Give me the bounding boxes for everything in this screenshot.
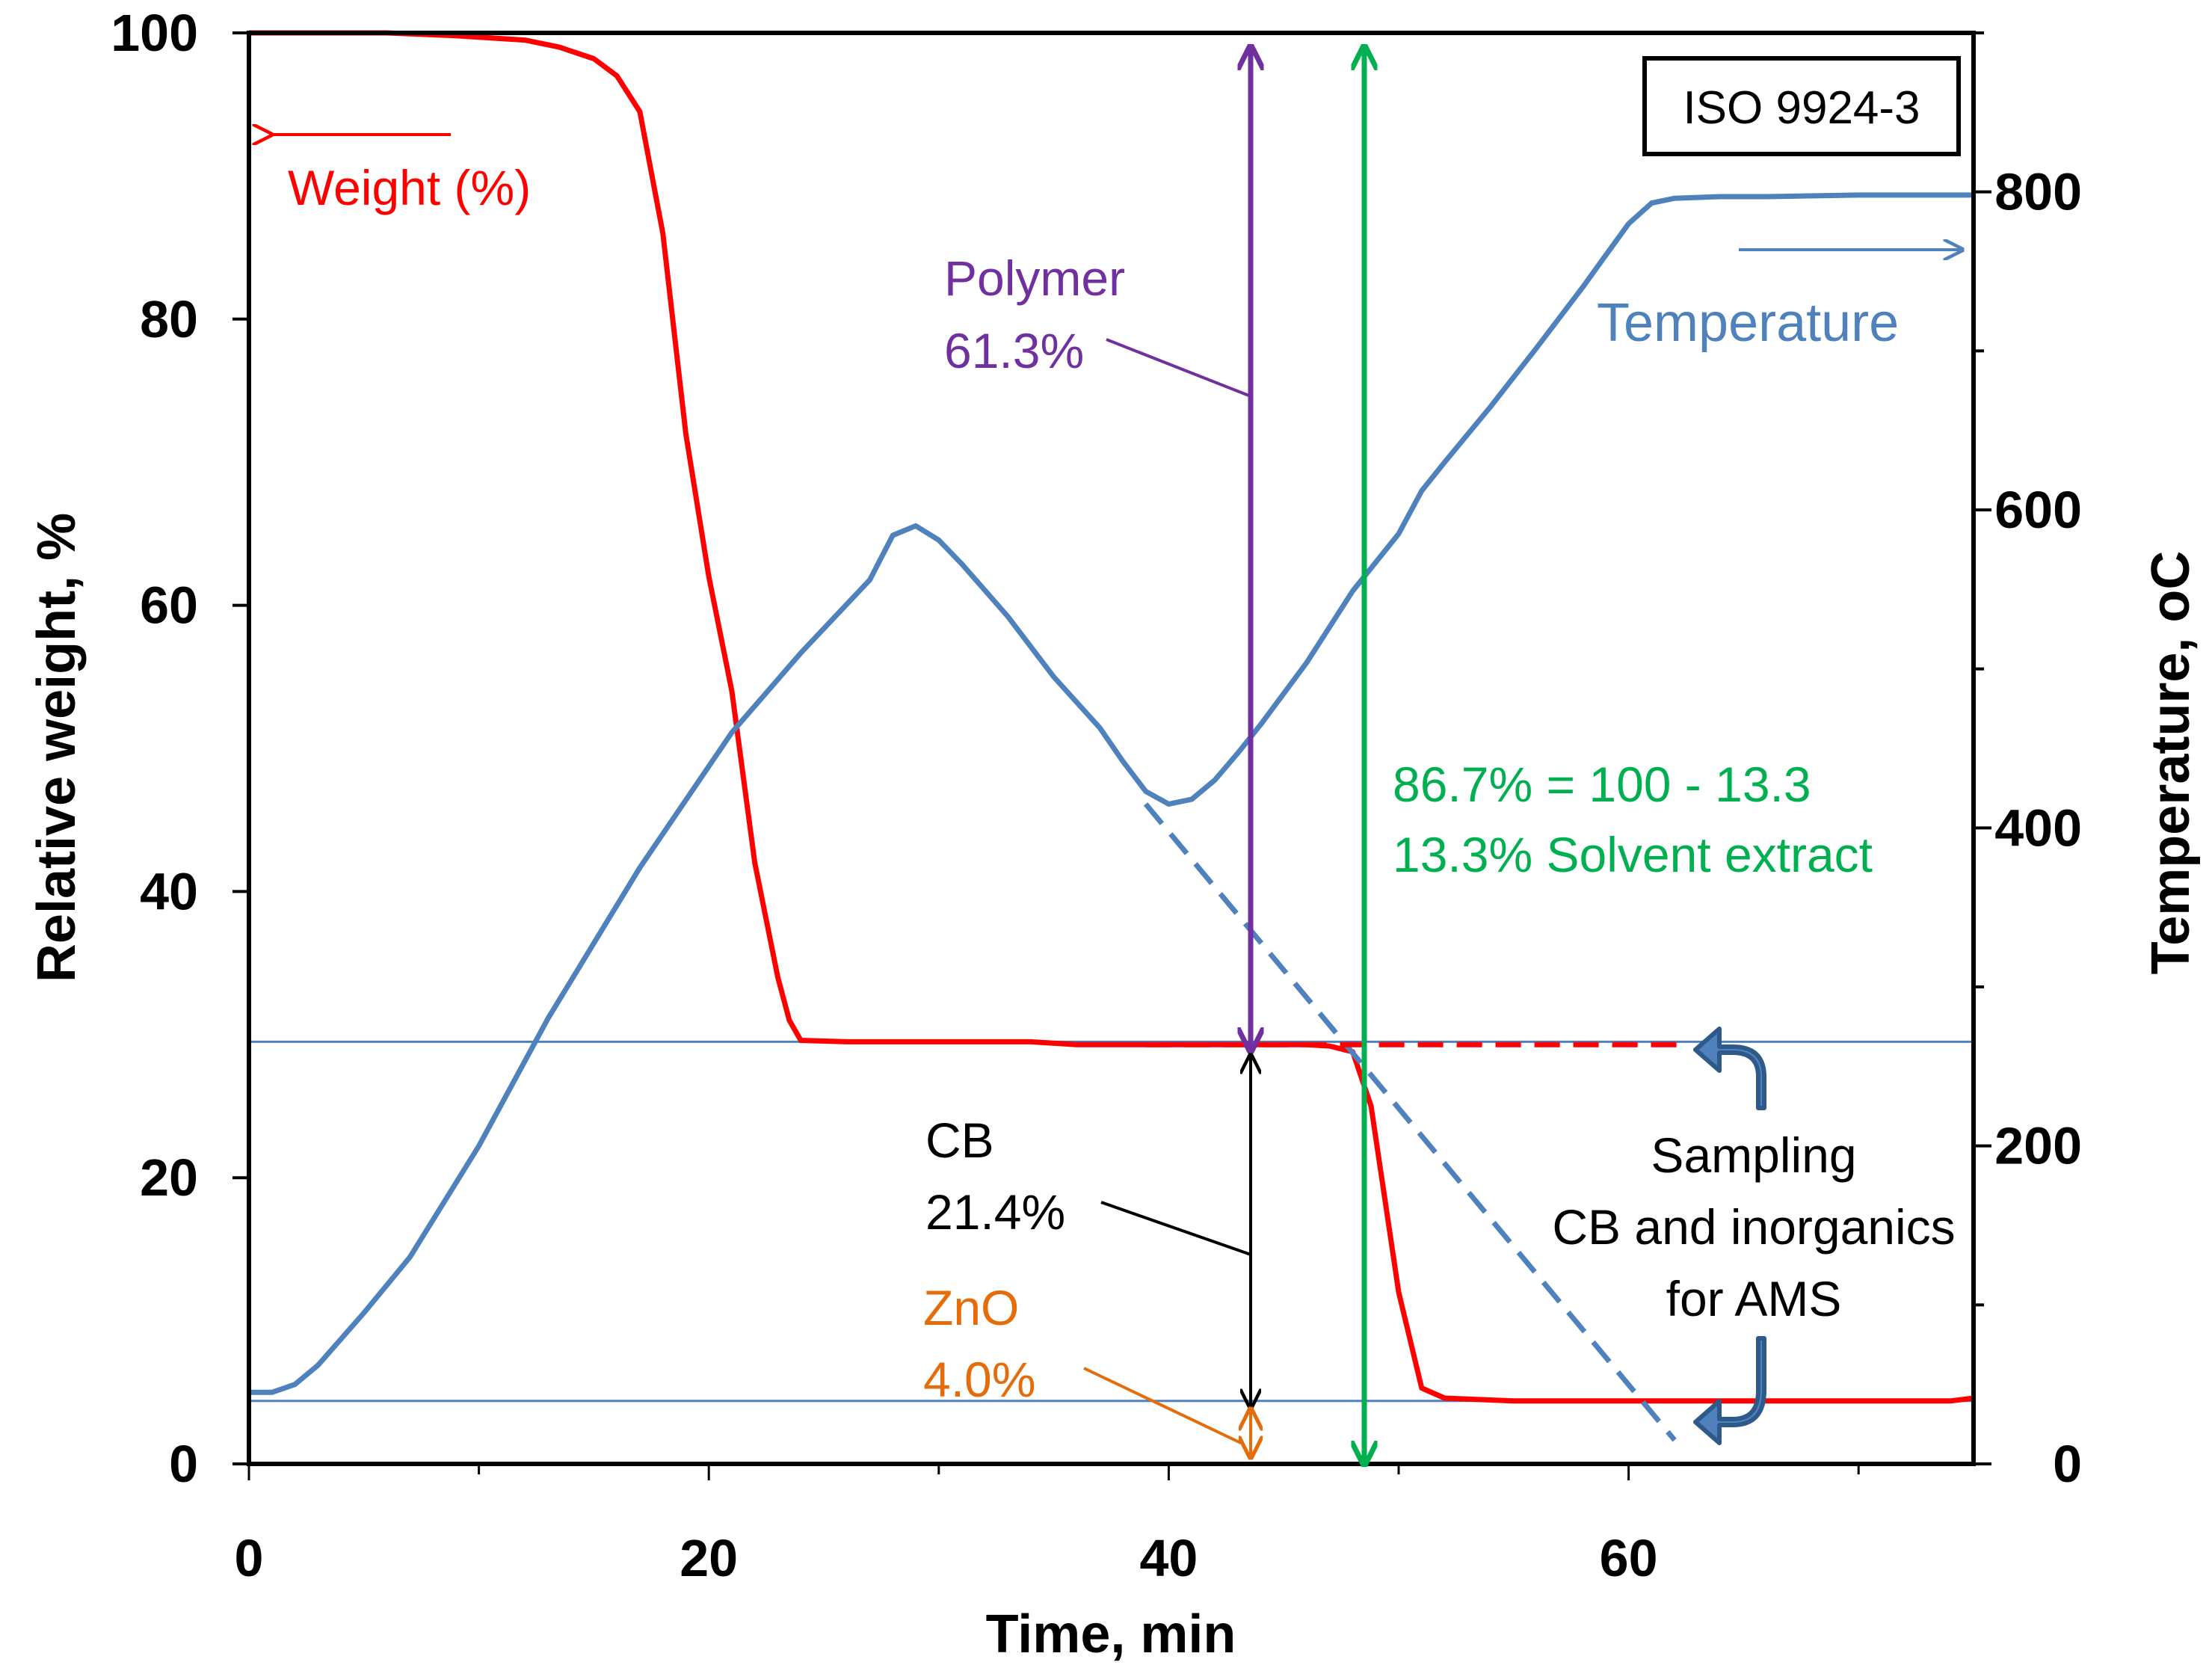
y-right-axis-ticks: 0 200 400 600 800 xyxy=(1974,31,2082,1493)
cb-leader xyxy=(1100,1201,1251,1256)
temperature-legend-label: Temperature xyxy=(1597,293,1899,353)
iso-box-frame xyxy=(1642,56,1961,156)
series-line-weight xyxy=(249,30,1974,1404)
series-line-temperature xyxy=(249,192,1974,1395)
y-left-tick-label: 20 xyxy=(140,1148,198,1207)
solvent-line2: 13.3% Solvent extract xyxy=(1393,827,1873,882)
y-left-axis-title: Relative weight, % xyxy=(27,513,87,982)
x-tick-label: 60 xyxy=(1600,1529,1658,1587)
x-tick-label: 40 xyxy=(1139,1529,1198,1587)
sampling-line2: CB and inorganics xyxy=(1552,1199,1955,1255)
x-tick-label: 20 xyxy=(680,1529,738,1587)
temperature-legend: Temperature xyxy=(1597,250,1960,353)
x-axis-ticks: 0 20 40 60 xyxy=(235,1464,1860,1587)
y-left-tick-label: 60 xyxy=(140,576,198,635)
y-right-tick-label: 200 xyxy=(1994,1117,2082,1175)
cb-name: CB xyxy=(925,1113,994,1168)
polymer-annotation: Polymer 61.3% xyxy=(944,49,1251,1048)
sampling-annotation: Sampling CB and inorganics for AMS xyxy=(1552,1027,1956,1445)
x-tick-label: 0 xyxy=(235,1529,264,1587)
sampling-line1: Sampling xyxy=(1651,1127,1856,1183)
solvent-annotation: 86.7% = 100 - 13.3 13.3% Solvent extract xyxy=(1364,49,1873,1462)
cb-value: 21.4% xyxy=(925,1184,1065,1240)
solvent-line1: 86.7% = 100 - 13.3 xyxy=(1393,757,1811,812)
cb-annotation: CB 21.4% xyxy=(925,1057,1251,1406)
y-right-tick-label: 800 xyxy=(1994,163,2082,221)
iso-label: ISO 9924-3 xyxy=(1683,82,1920,134)
polymer-value: 61.3% xyxy=(944,323,1084,378)
polymer-name: Polymer xyxy=(944,250,1125,306)
y-left-tick-label: 80 xyxy=(140,290,198,348)
y-right-tick-label: 600 xyxy=(1994,481,2082,539)
y-right-tick-label: 400 xyxy=(1994,798,2082,857)
x-axis-title: Time, min xyxy=(986,1604,1236,1664)
sampling-arrow-upper xyxy=(1693,1027,1766,1110)
weight-legend: Weight (%) xyxy=(269,135,531,215)
weight-legend-label: Weight (%) xyxy=(288,160,531,215)
y-left-tick-label: 0 xyxy=(169,1435,198,1493)
y-left-tick-label: 100 xyxy=(111,4,198,62)
y-right-tick-label: 0 xyxy=(2053,1435,2082,1493)
series-line-temperature-extrapolation xyxy=(1143,802,1677,1442)
y-right-axis-title-text: Temperature, xyxy=(2141,623,2201,975)
y-right-axis-title: Temperature, oC xyxy=(2141,551,2201,975)
iso-box: ISO 9924-3 xyxy=(1642,56,1961,156)
zno-value: 4.0% xyxy=(923,1352,1035,1407)
y-right-axis-title-unit: oC xyxy=(2141,551,2201,623)
polymer-leader xyxy=(1106,338,1251,398)
series-group xyxy=(249,30,1974,1442)
plot-frame xyxy=(247,31,1976,1466)
y-left-tick-label: 40 xyxy=(140,862,198,920)
zno-annotation: ZnO 4.0% xyxy=(923,1280,1251,1455)
zno-leader xyxy=(1083,1367,1242,1444)
sampling-line3: for AMS xyxy=(1666,1271,1842,1326)
zno-name: ZnO xyxy=(923,1280,1019,1335)
sampling-arrow-lower xyxy=(1693,1336,1766,1445)
y-left-axis-ticks: 0 20 40 60 80 100 xyxy=(111,4,249,1493)
